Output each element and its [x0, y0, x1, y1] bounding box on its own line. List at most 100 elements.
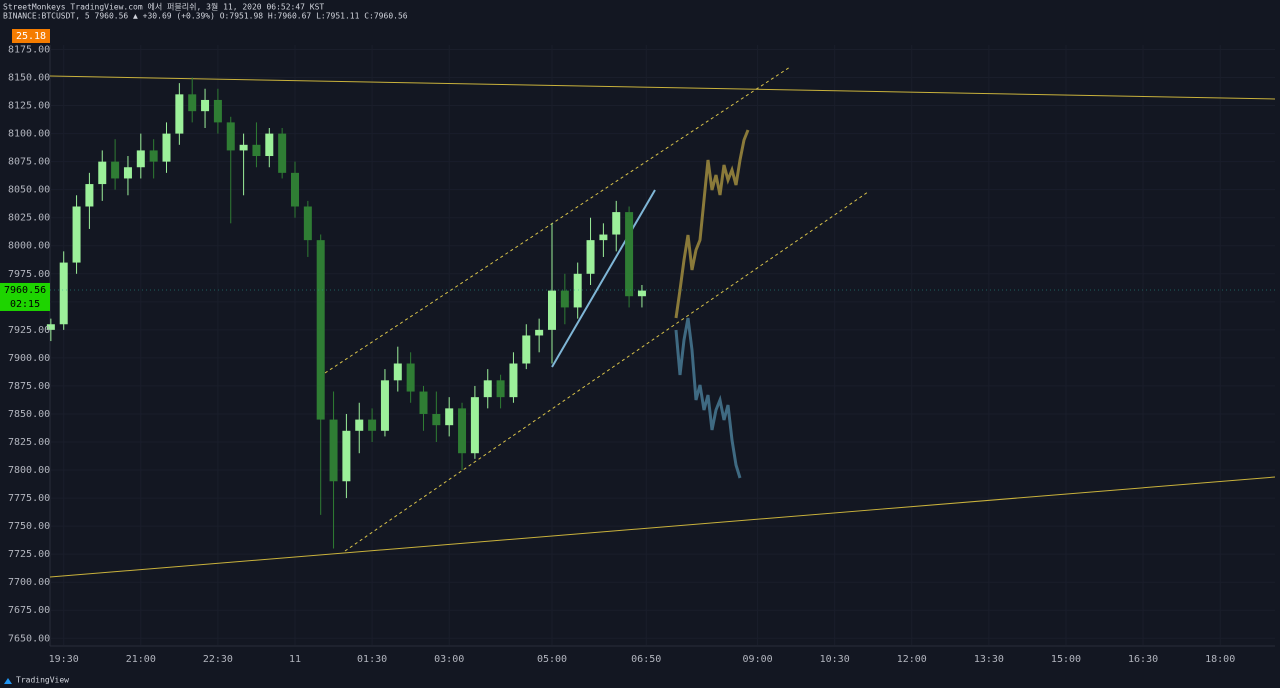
- candle-body: [188, 94, 197, 112]
- y-tick-label: 8125.00: [8, 101, 50, 112]
- trend-line: [49, 75, 1276, 100]
- badge: 25.18: [16, 31, 46, 42]
- y-tick-label: 8150.00: [8, 73, 50, 84]
- candle-body: [573, 273, 582, 308]
- last-price-bg: [0, 282, 50, 311]
- candle-body: [59, 262, 68, 325]
- ghost-bars: [674, 129, 750, 319]
- footer-brand: TradingView: [16, 676, 69, 685]
- candle-body: [162, 133, 171, 162]
- y-tick-label: 7675.00: [8, 605, 50, 616]
- candle-body: [46, 324, 55, 330]
- countdown-label: 02:15: [10, 299, 40, 310]
- candle-body: [419, 391, 428, 414]
- y-tick-label: 7650.00: [8, 633, 50, 644]
- candle-body: [470, 397, 479, 454]
- candle-body: [72, 206, 81, 263]
- x-tick-label: 21:00: [126, 654, 156, 665]
- x-tick-label: 09:00: [743, 654, 773, 665]
- y-tick-label: 7725.00: [8, 549, 50, 560]
- projection-line: [551, 189, 656, 368]
- candle-body: [586, 240, 595, 274]
- ghost-bars: [674, 317, 742, 479]
- x-tick-label: 05:00: [537, 654, 567, 665]
- y-tick-label: 8000.00: [8, 241, 50, 252]
- x-tick-label: 10:30: [820, 654, 850, 665]
- x-tick-label: 11: [289, 654, 301, 665]
- x-tick-label: 03:00: [434, 654, 464, 665]
- candle-body: [213, 99, 222, 123]
- candle-body: [380, 380, 389, 431]
- candle-body: [509, 363, 518, 398]
- y-tick-label: 7700.00: [8, 577, 50, 588]
- y-tick-label: 8100.00: [8, 129, 50, 140]
- y-tick-label: 8075.00: [8, 157, 50, 168]
- x-tick-label: 19:30: [49, 654, 79, 665]
- candle-body: [599, 234, 608, 241]
- y-tick-label: 7975.00: [8, 269, 50, 280]
- candle-body: [123, 167, 132, 179]
- candle-body: [342, 430, 351, 482]
- x-tick-label: 18:00: [1205, 654, 1235, 665]
- candle-body: [535, 329, 544, 336]
- channel-line: [344, 191, 869, 552]
- candle-body: [175, 94, 184, 134]
- y-tick-label: 8025.00: [8, 213, 50, 224]
- candle-body: [458, 408, 467, 454]
- y-tick-label: 7925.00: [8, 325, 50, 336]
- candle-body: [496, 380, 505, 398]
- candle-body: [278, 133, 287, 173]
- candle-body: [612, 212, 621, 235]
- candle-body: [85, 184, 94, 207]
- candle-body: [291, 172, 299, 207]
- candle-body: [522, 335, 531, 364]
- candle-body: [252, 144, 261, 157]
- y-tick-label: 7775.00: [8, 493, 50, 504]
- candle-body: [406, 363, 415, 392]
- candle-body: [355, 419, 364, 431]
- y-tick-label: 7800.00: [8, 465, 50, 476]
- header-title: StreetMonkeys TradingView.com 에서 퍼블리쉬, 3…: [3, 2, 324, 12]
- x-tick-label: 06:50: [631, 654, 661, 665]
- last-price-label: 7960.56: [4, 285, 46, 296]
- candle-body: [98, 161, 107, 185]
- logo: [4, 678, 12, 684]
- candle-body: [483, 380, 492, 398]
- badge-bg: [12, 29, 50, 43]
- footer-bg: [0, 674, 1280, 688]
- candle-body: [303, 206, 312, 241]
- x-tick-label: 12:00: [897, 654, 927, 665]
- y-tick-label: 8175.00: [8, 44, 50, 55]
- candle-body: [149, 150, 158, 162]
- y-tick-label: 7850.00: [8, 409, 50, 420]
- candle-body: [111, 161, 120, 179]
- y-tick-label: 7900.00: [8, 353, 50, 364]
- candle-body: [547, 290, 556, 330]
- candle-body: [625, 212, 634, 297]
- y-tick-label: 7750.00: [8, 521, 50, 532]
- header-ohlc: BINANCE:BTCUSDT, 5 7960.56 ▲ +30.69 (+0.…: [3, 12, 408, 21]
- x-tick-label: 22:30: [203, 654, 233, 665]
- candle-body: [226, 122, 235, 151]
- candle-body: [393, 363, 402, 381]
- candle-body: [445, 408, 454, 426]
- x-tick-label: 01:30: [357, 654, 387, 665]
- channel-line: [324, 66, 791, 374]
- x-tick-label: 16:30: [1128, 654, 1158, 665]
- candle-body: [637, 290, 646, 297]
- y-tick-label: 7875.00: [8, 381, 50, 392]
- candle-body: [316, 240, 325, 420]
- candle-body: [368, 419, 377, 431]
- y-tick-label: 8050.00: [8, 185, 50, 196]
- x-tick-label: 13:30: [974, 654, 1004, 665]
- candle-body: [201, 99, 210, 112]
- candle-body: [329, 419, 338, 482]
- candle-body: [265, 133, 274, 157]
- candle-body: [239, 144, 248, 151]
- candle-body: [432, 413, 441, 426]
- trend-line: [49, 476, 1276, 578]
- y-tick-label: 7825.00: [8, 437, 50, 448]
